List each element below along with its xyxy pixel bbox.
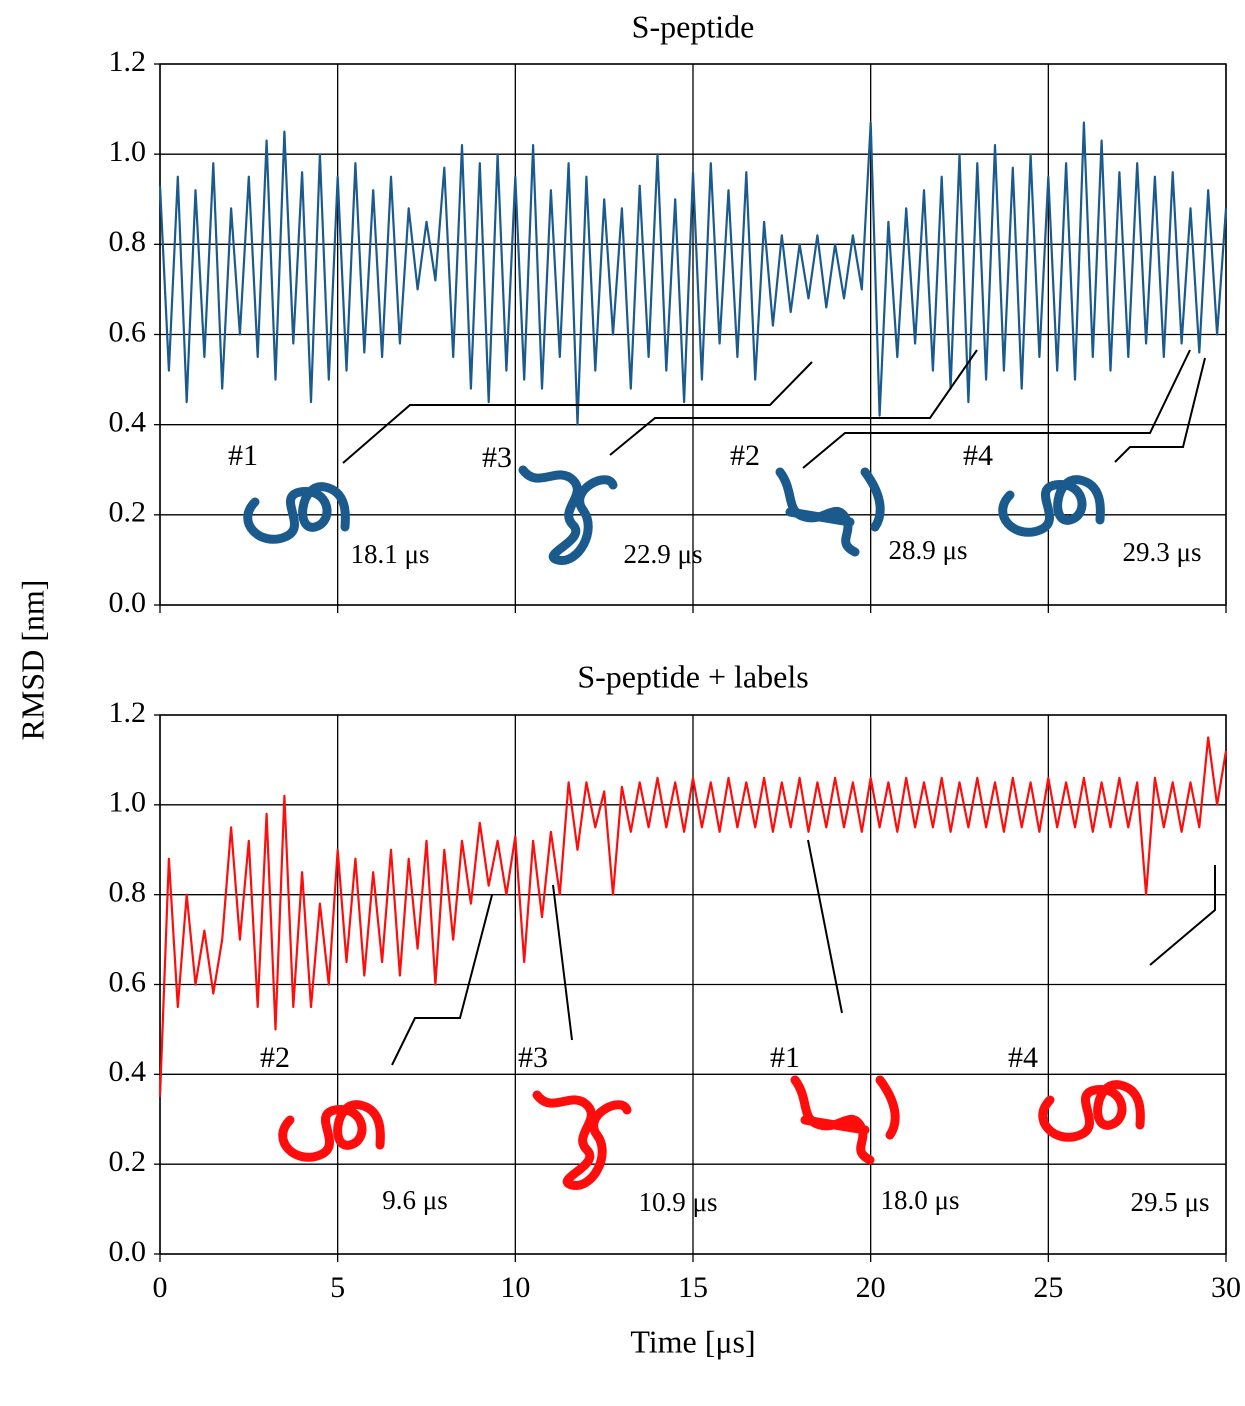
- x-tick-label: 25: [1033, 1271, 1063, 1304]
- x-tick-label: 0: [153, 1271, 168, 1304]
- y-axis-label: RMSD [nm]: [14, 580, 50, 741]
- y-tick-label: 1.0: [109, 786, 147, 819]
- leader-line: [552, 884, 573, 1041]
- x-axis-label: Time [μs]: [630, 1323, 755, 1359]
- leader-line: [391, 894, 493, 1066]
- snapshot-time: 29.3 μs: [1123, 537, 1202, 567]
- y-tick-label: 0.4: [109, 406, 147, 439]
- chart-title: S-peptide + labels: [577, 658, 808, 694]
- y-tick-label: 0.8: [109, 876, 147, 909]
- snapshot-label: #3: [518, 1041, 548, 1074]
- snapshot-label: #1: [770, 1041, 800, 1074]
- snapshot-time: 9.6 μs: [382, 1185, 447, 1215]
- structure: [1038, 1080, 1145, 1142]
- data-line: [158, 121, 1228, 426]
- data-line: [158, 736, 1228, 1097]
- plot-frame: [159, 63, 1227, 606]
- leader-line: [807, 839, 843, 1014]
- x-tick-label: 15: [678, 1271, 708, 1304]
- structure: [243, 482, 350, 544]
- snapshot-time: 28.9 μs: [889, 535, 968, 565]
- structure: [518, 465, 618, 565]
- snapshot-time: 29.5 μs: [1131, 1187, 1210, 1217]
- plot-frame: [159, 714, 1227, 1255]
- y-tick-label: 0.0: [109, 1235, 147, 1268]
- leader-line: [1149, 865, 1216, 966]
- y-tick-label: 1.2: [109, 696, 147, 729]
- y-tick-label: 0.6: [109, 315, 147, 348]
- y-tick-label: 0.4: [109, 1055, 147, 1088]
- snapshot-label: #4: [1008, 1041, 1038, 1074]
- snapshot-time: 18.0 μs: [881, 1185, 960, 1215]
- x-tick-label: 10: [500, 1271, 530, 1304]
- leader-line: [342, 361, 813, 464]
- y-tick-label: 1.0: [109, 135, 147, 168]
- snapshot-label: #3: [482, 441, 512, 474]
- leader-line: [802, 349, 1191, 469]
- snapshot-time: 18.1 μs: [351, 539, 430, 569]
- leader-line: [609, 349, 978, 456]
- snapshot-label: #1: [228, 439, 258, 472]
- snapshot-time: 22.9 μs: [624, 539, 703, 569]
- snapshot-label: #4: [963, 439, 993, 472]
- x-tick-label: 20: [856, 1271, 886, 1304]
- snapshot-label: #2: [730, 439, 760, 472]
- y-tick-label: 0.2: [109, 496, 147, 529]
- structure: [278, 1100, 385, 1162]
- chart-title: S-peptide: [632, 8, 755, 44]
- y-tick-label: 0.6: [109, 965, 147, 998]
- structure: [532, 1090, 632, 1190]
- structure: [790, 1075, 900, 1165]
- x-tick-label: 5: [330, 1271, 345, 1304]
- x-tick-label: 30: [1211, 1271, 1241, 1304]
- leader-line: [1114, 357, 1206, 463]
- structure: [998, 475, 1105, 537]
- structure: [775, 467, 885, 557]
- y-tick-label: 0.2: [109, 1145, 147, 1178]
- y-tick-label: 0.0: [109, 586, 147, 619]
- snapshot-time: 10.9 μs: [639, 1187, 718, 1217]
- y-tick-label: 1.2: [109, 45, 147, 78]
- snapshot-label: #2: [260, 1041, 290, 1074]
- y-tick-label: 0.8: [109, 225, 147, 258]
